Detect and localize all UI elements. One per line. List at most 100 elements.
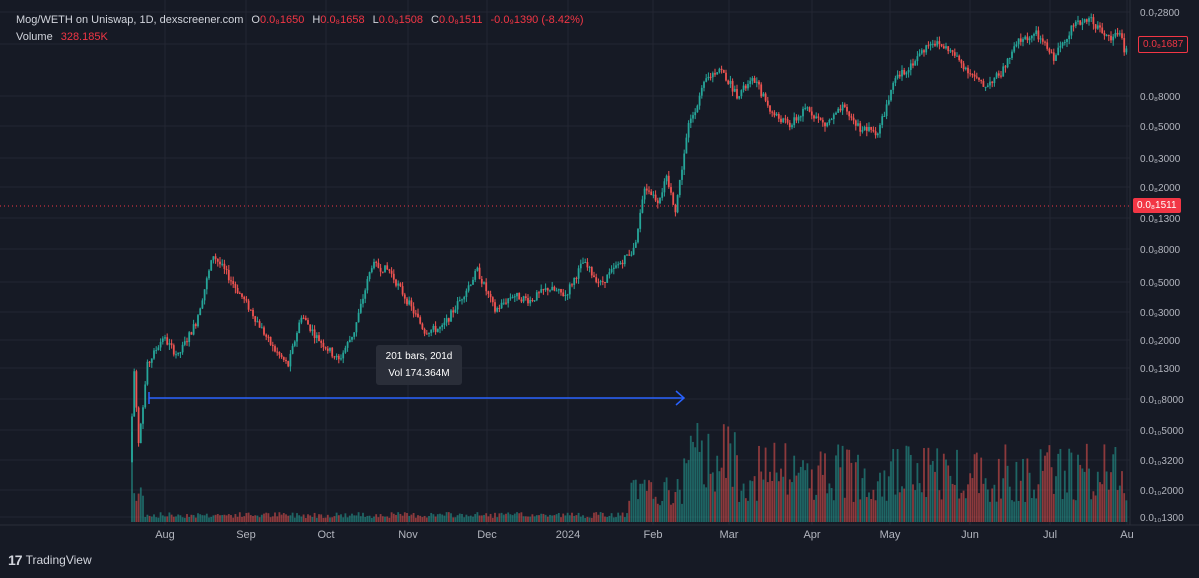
candle — [599, 279, 602, 286]
candle-body — [564, 294, 567, 297]
volume-bar — [689, 435, 692, 522]
volume-bar — [953, 484, 956, 522]
candle-body — [205, 278, 208, 290]
x-tick-label: Nov — [398, 529, 418, 541]
candle — [912, 58, 914, 69]
candle-body — [896, 74, 899, 79]
candle-body — [685, 137, 688, 154]
candle-body — [474, 270, 477, 280]
candle-body — [606, 274, 609, 283]
volume-bar — [870, 498, 873, 522]
volume-bar — [1019, 480, 1022, 522]
candle-body — [177, 352, 180, 355]
candle-body — [703, 81, 705, 88]
candle-body — [885, 104, 888, 117]
candle — [1019, 33, 1022, 46]
candle — [375, 260, 378, 267]
candle-body — [780, 118, 782, 123]
candle — [210, 259, 213, 271]
candle — [740, 89, 743, 99]
candle — [254, 315, 257, 326]
candle — [234, 281, 237, 294]
candle — [784, 114, 787, 124]
volume-bar — [439, 513, 441, 522]
candle — [329, 347, 331, 353]
volume-bar — [441, 514, 444, 522]
y-tick-label: 0.0₁₀8000 — [1140, 395, 1184, 406]
candle — [771, 110, 774, 117]
candle — [425, 330, 428, 335]
candle-body — [1028, 38, 1031, 41]
candle-body — [916, 56, 919, 62]
candle-body — [810, 111, 813, 116]
volume-bar — [630, 482, 633, 522]
volume-bar — [892, 448, 895, 522]
candle-body — [540, 289, 543, 293]
candle-body — [766, 100, 769, 106]
candle — [549, 289, 551, 293]
candle — [205, 276, 208, 295]
volume-bar — [1094, 495, 1097, 522]
volume-bar — [896, 449, 899, 522]
volume-bar — [1057, 453, 1060, 522]
volume-bar — [736, 455, 738, 522]
candle — [421, 322, 424, 330]
volume-bar — [309, 515, 312, 522]
candle-body — [1101, 27, 1104, 34]
candle — [947, 46, 950, 55]
candle — [949, 48, 952, 53]
volume-bar — [315, 517, 318, 522]
volume-bar — [511, 515, 514, 522]
volume-bar — [1116, 490, 1119, 522]
candle-body — [608, 272, 611, 275]
candle-body — [696, 105, 699, 113]
candle-body — [1006, 58, 1009, 68]
volume-bar — [975, 452, 978, 522]
candle — [681, 166, 683, 185]
candle-body — [483, 282, 485, 284]
candle-body — [549, 290, 551, 292]
volume-bar — [804, 470, 807, 522]
volume-bar — [529, 516, 532, 522]
candle — [357, 308, 360, 323]
candle — [362, 294, 364, 308]
candle-body — [480, 278, 483, 284]
candle — [1006, 57, 1009, 69]
volume-bar — [219, 515, 221, 522]
candle-body — [901, 69, 903, 77]
candle-body — [406, 298, 408, 305]
volume-bar — [269, 517, 272, 522]
candle-body — [260, 327, 263, 329]
volume-bar — [1022, 458, 1024, 522]
volume-bar — [452, 517, 455, 522]
candle-body — [674, 204, 677, 213]
candle — [188, 331, 191, 347]
candle — [1121, 29, 1123, 40]
candle — [870, 126, 873, 133]
candle — [300, 315, 303, 325]
volume-bar — [500, 512, 503, 522]
candle — [258, 319, 261, 328]
volume-bar — [997, 458, 1000, 522]
volume-bar — [938, 490, 941, 522]
volume-bar — [1017, 500, 1020, 522]
tradingview-footer[interactable]: 17 TradingView — [8, 552, 92, 568]
candle — [276, 347, 279, 356]
candle-body — [725, 72, 727, 81]
candle-body — [366, 279, 369, 291]
volume-bar — [951, 483, 954, 522]
candle — [859, 120, 862, 137]
candle — [916, 51, 919, 66]
volume-bar — [991, 488, 994, 522]
candle — [718, 67, 721, 74]
candle — [826, 122, 829, 128]
candle-body — [454, 309, 457, 313]
candle-body — [912, 63, 914, 66]
volume-bar — [663, 482, 666, 522]
measure-arrow-head — [675, 390, 686, 406]
volume-label: Volume — [16, 31, 53, 43]
candle-body — [219, 261, 221, 265]
candle-body — [513, 296, 516, 298]
volume-bar — [1039, 449, 1042, 522]
